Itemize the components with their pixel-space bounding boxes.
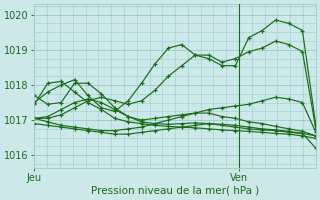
X-axis label: Pression niveau de la mer( hPa ): Pression niveau de la mer( hPa )	[91, 186, 259, 196]
